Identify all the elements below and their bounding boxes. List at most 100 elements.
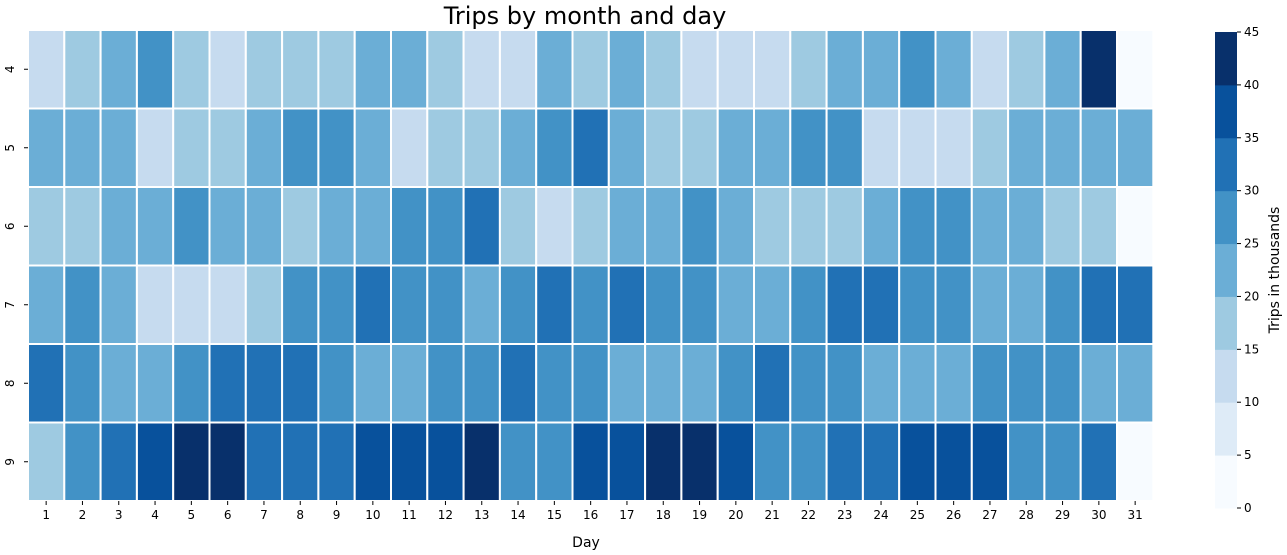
heatmap-cell xyxy=(281,186,320,267)
heatmap-cell xyxy=(1007,29,1046,110)
y-tick-label: 9 xyxy=(3,458,17,466)
x-tick-label: 17 xyxy=(619,508,634,522)
heatmap-cell xyxy=(789,343,828,424)
heatmap-cell xyxy=(1116,343,1155,424)
heatmap-cell xyxy=(135,29,175,110)
x-tick-label: 13 xyxy=(474,508,489,522)
heatmap-cell xyxy=(1116,29,1155,110)
x-axis-label: Day xyxy=(572,535,600,551)
heatmap-cell xyxy=(281,421,320,502)
heatmap-cell xyxy=(390,264,429,345)
y-tick-label: 5 xyxy=(3,144,17,152)
heatmap-cell xyxy=(898,343,937,424)
colorbar-tick-label: 25 xyxy=(1244,237,1259,251)
heatmap-cell xyxy=(99,264,138,345)
x-tick-label: 3 xyxy=(115,508,123,522)
heatmap-cell xyxy=(99,421,138,502)
heatmap-cell xyxy=(825,107,864,188)
heatmap-cell xyxy=(644,343,683,424)
x-tick-label: 29 xyxy=(1055,508,1070,522)
heatmap-cell xyxy=(426,264,465,345)
heatmap-cell xyxy=(172,421,211,502)
heatmap-cell xyxy=(607,29,647,110)
y-tick-label: 8 xyxy=(3,379,17,387)
heatmap-cell xyxy=(317,421,356,502)
heatmap-cell xyxy=(825,264,864,345)
heatmap-cell xyxy=(1079,29,1118,110)
heatmap-cell xyxy=(281,29,320,110)
heatmap-cell xyxy=(1043,343,1082,424)
colorbar-tick-label: 10 xyxy=(1244,395,1259,409)
heatmap-cell xyxy=(1079,421,1118,502)
heatmap-cell xyxy=(861,107,901,188)
heatmap-cell xyxy=(135,107,175,188)
heatmap-cell xyxy=(680,29,719,110)
heatmap-cell xyxy=(27,343,66,424)
heatmap-cell xyxy=(317,343,356,424)
heatmap-cell xyxy=(172,343,211,424)
heatmap-cell xyxy=(63,186,102,267)
heatmap-cell xyxy=(571,29,610,110)
heatmap-cell xyxy=(789,186,828,267)
heatmap-cell xyxy=(898,186,937,267)
heatmap-cell xyxy=(1116,264,1155,345)
heatmap-cell xyxy=(462,421,501,502)
heatmap-cell xyxy=(535,343,574,424)
heatmap-cell xyxy=(607,343,647,424)
heatmap-cell xyxy=(1079,264,1118,345)
heatmap-cell xyxy=(317,186,356,267)
heatmap-cell xyxy=(27,421,66,502)
heatmap-cell xyxy=(498,29,538,110)
x-tick-label: 7 xyxy=(260,508,268,522)
heatmap-cell xyxy=(172,29,211,110)
heatmap-cell xyxy=(426,343,465,424)
heatmap-cell xyxy=(390,29,429,110)
heatmap-cell xyxy=(172,186,211,267)
heatmap-cell xyxy=(353,186,393,267)
heatmap-cell xyxy=(571,421,610,502)
x-tick-label: 27 xyxy=(982,508,997,522)
heatmap-cell xyxy=(1007,107,1046,188)
colorbar: 0 5 10 15 20 25 30 35 40 45 xyxy=(1215,25,1259,515)
heatmap-cell xyxy=(1043,29,1082,110)
heatmap-cell xyxy=(208,29,247,110)
heatmap-cell xyxy=(644,107,683,188)
heatmap-cell xyxy=(208,264,247,345)
heatmap-cell xyxy=(934,186,973,267)
heatmap-cell xyxy=(462,186,501,267)
heatmap-cell xyxy=(390,421,429,502)
heatmap-cell xyxy=(172,107,211,188)
heatmap-cell xyxy=(426,186,465,267)
heatmap-cell xyxy=(498,343,538,424)
colorbar-segment xyxy=(1215,84,1237,139)
heatmap-cell xyxy=(1116,421,1155,502)
heatmap-cell xyxy=(898,421,937,502)
x-tick-label: 12 xyxy=(438,508,453,522)
heatmap-cell xyxy=(789,107,828,188)
heatmap-cell xyxy=(1043,107,1082,188)
heatmap-cell xyxy=(135,343,175,424)
x-tick-label: 19 xyxy=(692,508,707,522)
heatmap-cell xyxy=(63,421,102,502)
heatmap-cell xyxy=(753,29,792,110)
heatmap-cell xyxy=(390,107,429,188)
colorbar-tick-label: 45 xyxy=(1244,25,1259,39)
x-tick-label: 30 xyxy=(1091,508,1106,522)
heatmap-cell xyxy=(1116,107,1155,188)
heatmap-cell xyxy=(753,343,792,424)
x-tick-label: 4 xyxy=(151,508,159,522)
colorbar-segment xyxy=(1215,455,1237,509)
heatmap-cell xyxy=(244,186,284,267)
heatmap-cell xyxy=(861,264,901,345)
heatmap-cell xyxy=(208,343,247,424)
heatmap-cell xyxy=(27,107,66,188)
heatmap-cell xyxy=(353,107,393,188)
heatmap-cell xyxy=(1043,186,1082,267)
heatmap-cell xyxy=(353,29,393,110)
x-tick-label: 31 xyxy=(1128,508,1143,522)
heatmap-cell xyxy=(244,421,284,502)
heatmap-cell xyxy=(825,421,864,502)
heatmap-cell xyxy=(825,343,864,424)
heatmap-cell xyxy=(353,421,393,502)
heatmap-cell xyxy=(1007,421,1046,502)
